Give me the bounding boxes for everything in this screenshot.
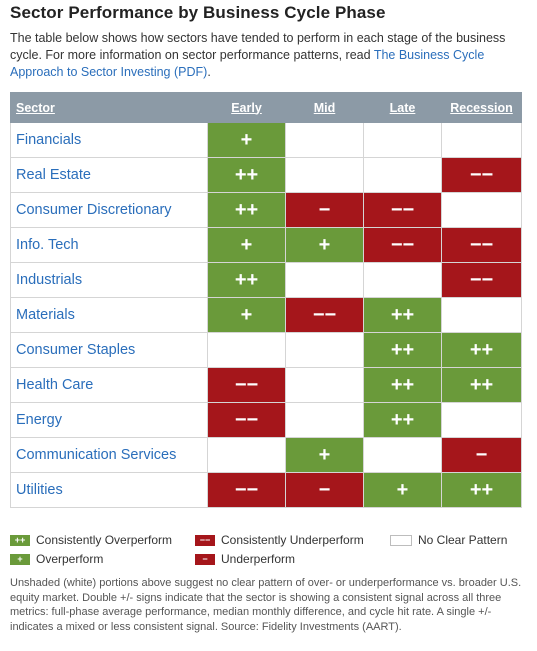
empty-cell-mid: [285, 402, 364, 438]
intro-text: The table below shows how sectors have t…: [10, 31, 506, 62]
table-row: Real Estate ++ −−: [10, 157, 522, 193]
legend-label: Underperform: [221, 552, 296, 566]
table-row: Communication Services + −: [10, 437, 522, 473]
header-mid[interactable]: Mid: [285, 92, 364, 123]
intro-paragraph: The table below shows how sectors have t…: [10, 30, 525, 81]
sector-name[interactable]: Real Estate: [10, 157, 208, 193]
signal-cell-late: −−: [363, 192, 442, 228]
legend-label: Overperform: [36, 552, 104, 566]
signal-cell-recession: ++: [441, 472, 522, 508]
table-row: Health Care −− ++ ++: [10, 367, 522, 403]
legend-swatch-red: −−: [195, 534, 215, 546]
empty-cell-late: [363, 157, 442, 193]
header-sector[interactable]: Sector: [10, 92, 208, 123]
sector-name[interactable]: Financials: [10, 122, 208, 158]
header-late[interactable]: Late: [363, 92, 442, 123]
signal-cell-early: −−: [207, 472, 286, 508]
signal-cell-early: +: [207, 227, 286, 263]
signal-cell-late: ++: [363, 402, 442, 438]
table-row: Energy −− ++: [10, 402, 522, 438]
sector-name[interactable]: Utilities: [10, 472, 208, 508]
footnote: Unshaded (white) portions above suggest …: [10, 577, 522, 633]
table-row: Info. Tech + + −− −−: [10, 227, 522, 263]
sector-name[interactable]: Materials: [10, 297, 208, 333]
signal-cell-recession: −−: [441, 227, 522, 263]
sector-name[interactable]: Energy: [10, 402, 208, 438]
page-title: Sector Performance by Business Cycle Pha…: [10, 3, 386, 22]
empty-cell-recession: [441, 402, 522, 438]
business-cycle-pdf-link[interactable]: The Business Cycle Approach to Sector In…: [10, 48, 485, 79]
legend-overperform: + Overperform: [10, 551, 103, 567]
header-recession[interactable]: Recession: [441, 92, 522, 123]
sector-name[interactable]: Industrials: [10, 262, 208, 298]
table-header-row: Sector Early Mid Late Recession: [10, 92, 522, 123]
empty-cell-late: [363, 122, 442, 158]
empty-cell-late: [363, 262, 442, 298]
signal-cell-mid: +: [285, 437, 364, 473]
sector-name[interactable]: Health Care: [10, 367, 208, 403]
signal-cell-mid: −−: [285, 297, 364, 333]
empty-cell-mid: [285, 262, 364, 298]
signal-cell-early: ++: [207, 262, 286, 298]
signal-cell-recession: −: [441, 437, 522, 473]
sector-name[interactable]: Consumer Staples: [10, 332, 208, 368]
empty-cell-mid: [285, 367, 364, 403]
table-row: Consumer Discretionary ++ − −−: [10, 192, 522, 228]
empty-cell-mid: [285, 332, 364, 368]
legend-swatch-green: ++: [10, 534, 30, 546]
signal-cell-mid: −: [285, 472, 364, 508]
signal-cell-early: −−: [207, 402, 286, 438]
signal-cell-recession: −−: [441, 262, 522, 298]
empty-cell-mid: [285, 122, 364, 158]
signal-cell-early: +: [207, 297, 286, 333]
signal-cell-late: ++: [363, 297, 442, 333]
table-row: Utilities −− − + ++: [10, 472, 522, 508]
signal-cell-late: ++: [363, 332, 442, 368]
empty-cell-recession: [441, 297, 522, 333]
sector-name[interactable]: Info. Tech: [10, 227, 208, 263]
table-row: Consumer Staples ++ ++: [10, 332, 522, 368]
signal-cell-early: ++: [207, 192, 286, 228]
legend-label: Consistently Overperform: [36, 533, 173, 547]
header-early[interactable]: Early: [207, 92, 286, 123]
table-row: Industrials ++ −−: [10, 262, 522, 298]
signal-cell-early: ++: [207, 157, 286, 193]
signal-cell-mid: −: [285, 192, 364, 228]
signal-cell-mid: +: [285, 227, 364, 263]
signal-cell-late: ++: [363, 367, 442, 403]
sector-name[interactable]: Communication Services: [10, 437, 208, 473]
signal-cell-early: +: [207, 122, 286, 158]
signal-cell-recession: −−: [441, 157, 522, 193]
sector-performance-table: Sector Early Mid Late Recession Financia…: [10, 92, 522, 508]
sector-name[interactable]: Consumer Discretionary: [10, 192, 208, 228]
signal-cell-early: −−: [207, 367, 286, 403]
legend-label: No Clear Pattern: [418, 533, 508, 547]
signal-cell-late: +: [363, 472, 442, 508]
empty-cell-late: [363, 437, 442, 473]
signal-cell-recession: ++: [441, 367, 522, 403]
legend-swatch-green: +: [10, 553, 30, 565]
empty-cell-mid: [285, 157, 364, 193]
empty-cell-early: [207, 437, 286, 473]
legend-underperform: − Underperform: [195, 551, 295, 567]
legend-swatch-white: [390, 534, 412, 546]
table-row: Materials + −− ++: [10, 297, 522, 333]
signal-cell-recession: ++: [441, 332, 522, 368]
legend-label: Consistently Underperform: [221, 533, 364, 547]
empty-cell-recession: [441, 192, 522, 228]
legend-consistently-overperform: ++ Consistently Overperform: [10, 532, 172, 548]
empty-cell-recession: [441, 122, 522, 158]
intro-period: .: [207, 65, 211, 79]
signal-cell-late: −−: [363, 227, 442, 263]
legend-consistently-underperform: −− Consistently Underperform: [195, 532, 364, 548]
legend-no-clear-pattern: No Clear Pattern: [390, 532, 507, 548]
legend: ++ Consistently Overperform + Overperfor…: [10, 532, 530, 572]
legend-swatch-red: −: [195, 553, 215, 565]
table-row: Financials +: [10, 122, 522, 158]
empty-cell-early: [207, 332, 286, 368]
